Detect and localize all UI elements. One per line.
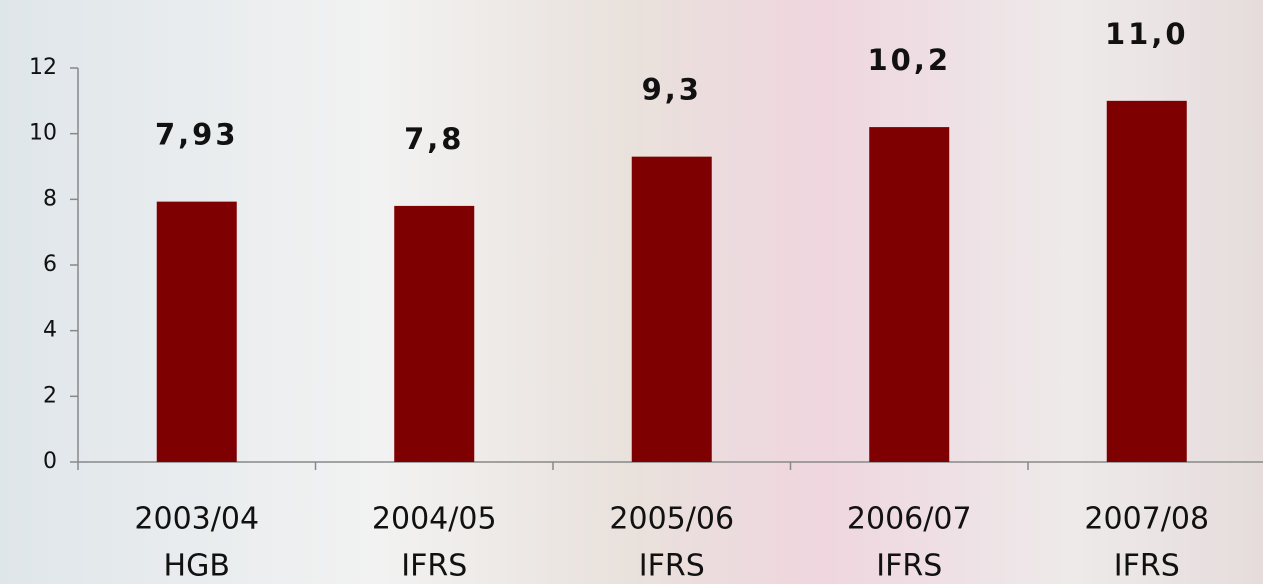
y-tick-label: 4 [43,318,57,343]
y-tick-label: 0 [43,449,57,474]
x-tick-label: IFRS [401,549,467,584]
bar [1106,100,1187,462]
bar [394,205,475,462]
bar [631,156,712,462]
value-label: 11,0 [1105,17,1189,51]
value-label: 10,2 [867,43,951,77]
x-tick-label: IFRS [1114,549,1180,584]
bar [156,201,237,463]
x-tick-label: IFRS [639,549,705,584]
y-tick-label: 12 [29,55,57,80]
y-tick-label: 10 [29,121,57,146]
x-tick-label: 2005/06 [609,502,734,537]
x-tick-label: IFRS [876,549,942,584]
x-tick-label: 2006/07 [847,502,972,537]
value-label: 7,8 [404,122,464,156]
x-tick-label: HGB [164,549,230,584]
x-tick-label: 2007/08 [1084,502,1209,537]
y-tick-label: 8 [43,186,57,211]
value-label: 7,93 [155,118,239,152]
y-tick-label: 6 [43,252,57,277]
x-tick-label: 2004/05 [372,502,497,537]
x-tick-label: 2003/04 [134,502,259,537]
value-label: 9,3 [642,73,702,107]
y-tick-label: 2 [43,383,57,408]
bar [869,127,950,462]
